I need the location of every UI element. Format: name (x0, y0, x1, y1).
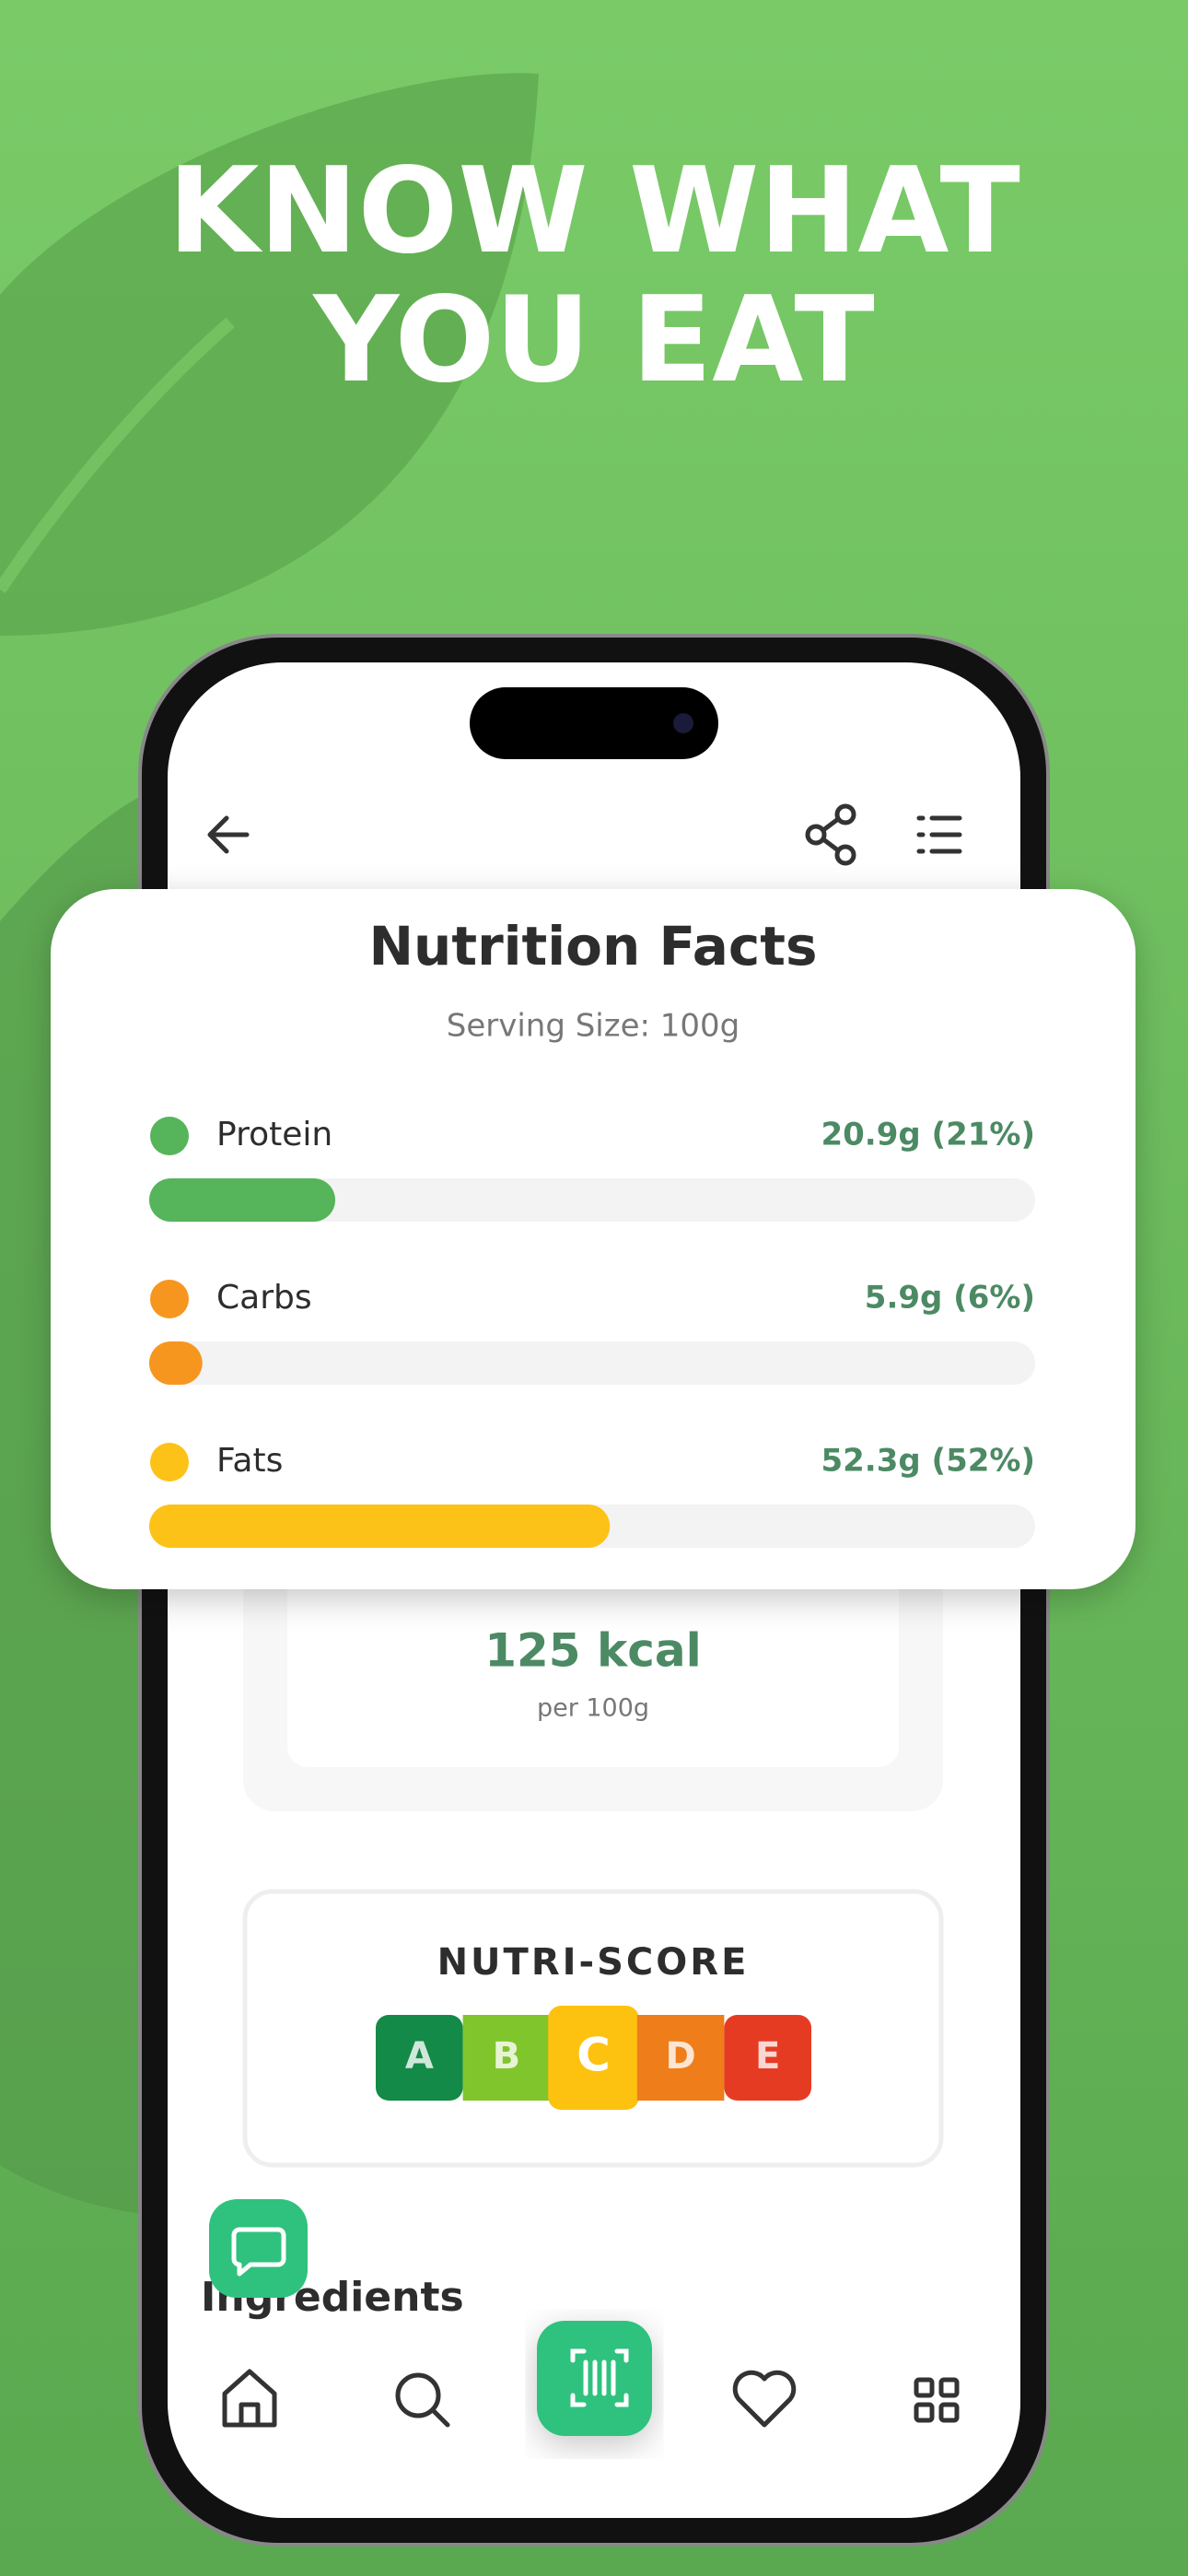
leaf (0, 73, 539, 636)
nutrition-title: Nutrition Facts (369, 915, 818, 978)
nutrient-dot (150, 1280, 189, 1318)
favorites-tab[interactable] (732, 2370, 797, 2428)
nutrient-dot (150, 1443, 189, 1481)
serving-size: Serving Size: 100g (447, 1008, 740, 1045)
bar-track (149, 1341, 1035, 1385)
grade-letter: B (493, 2035, 521, 2078)
grade-box (724, 2015, 811, 2101)
nutrition-card (51, 889, 1136, 1589)
grade-box (462, 2015, 551, 2101)
home-tab[interactable] (222, 2369, 277, 2428)
menu-button[interactable] (916, 815, 962, 854)
nutrient-name: Fats (216, 1442, 283, 1480)
calorie-box (287, 1566, 899, 1767)
nutrient-list: Protein 20.9g (21%) Carbs 5.9g (6%) Fats 52.3… (149, 1116, 1035, 1548)
back-button[interactable] (207, 815, 250, 854)
nutrient-value: 20.9g (21%) (821, 1117, 1035, 1153)
grade-letter: E (755, 2035, 780, 2078)
grade-letter: A (405, 2035, 434, 2078)
grade-letter: C (577, 2029, 611, 2082)
scan-icon (570, 2348, 629, 2407)
grade-box (548, 2006, 639, 2110)
chat-button[interactable] (209, 2199, 308, 2298)
nutrient-dot (150, 1117, 189, 1155)
grade-box (376, 2015, 463, 2101)
share-button[interactable] (805, 803, 856, 866)
dynamic-island (470, 687, 718, 759)
more-tab[interactable] (914, 2377, 960, 2423)
calorie-unit: per 100g (537, 1694, 649, 1723)
headline: KNOW WHAT (168, 143, 1020, 280)
chat-icon (231, 2227, 286, 2277)
bar-track (149, 1178, 1035, 1222)
bar-fill (149, 1505, 611, 1548)
leaf-vein (0, 317, 235, 593)
nutrient-name: Protein (216, 1116, 332, 1153)
nutrient-value: 52.3g (52%) (821, 1443, 1035, 1480)
camera (673, 713, 693, 733)
nutri-score-title: NUTRI-SCORE (437, 1941, 750, 1984)
bar-fill (149, 1178, 336, 1222)
grade-box (636, 2015, 725, 2101)
bar-fill (149, 1341, 203, 1385)
calorie-value: 125 kcal (484, 1624, 702, 1678)
headline: YOU EAT (311, 272, 874, 409)
search-tab[interactable] (395, 2372, 450, 2428)
nutrient-value: 5.9g (6%) (865, 1280, 1035, 1317)
nutri-score-scale: A B C D E (376, 2006, 811, 2110)
grade-letter: D (665, 2035, 695, 2078)
nutrient-name: Carbs (216, 1279, 312, 1317)
